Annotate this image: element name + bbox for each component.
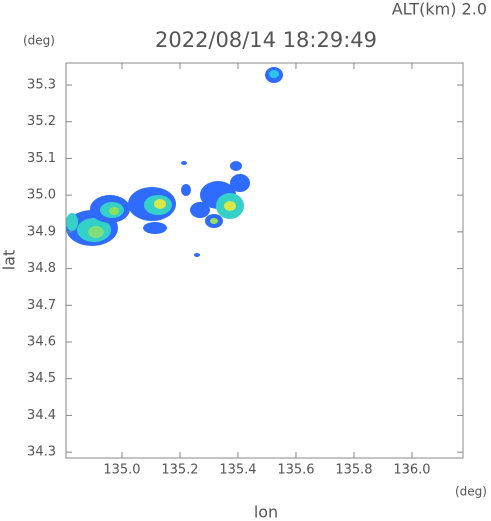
y-tick-label: 34.4 — [27, 408, 56, 423]
y-axis-label: lat — [0, 250, 19, 271]
plot-frame — [65, 62, 464, 459]
x-unit: (deg) — [455, 485, 487, 499]
radar-echoes — [66, 67, 283, 257]
altitude-label: ALT(km) 2.0 — [392, 0, 487, 19]
y-tick-label: 35.0 — [27, 188, 56, 203]
y-tick-label: 35.2 — [27, 114, 56, 129]
x-tick-label: 135.8 — [335, 463, 372, 478]
y-tick-label: 34.6 — [27, 334, 56, 349]
y-tick-label: 34.8 — [27, 261, 56, 276]
x-tick-label: 135.2 — [161, 463, 198, 478]
y-tick-label: 34.9 — [27, 224, 56, 239]
chart-title: 2022/08/14 18:29:49 — [155, 28, 377, 52]
y-tick-label: 35.1 — [27, 151, 56, 166]
x-tick-label: 136.0 — [393, 463, 430, 478]
y-tick-label: 34.3 — [27, 445, 56, 460]
x-axis-label: lon — [254, 503, 278, 521]
y-tick-label: 34.7 — [27, 298, 56, 313]
y-tick-label: 35.3 — [27, 78, 56, 93]
x-tick-label: 135.6 — [277, 463, 314, 478]
x-tick-label: 135.4 — [219, 463, 256, 478]
y-unit: (deg) — [23, 34, 55, 48]
y-tick-label: 34.5 — [27, 371, 56, 386]
x-tick-label: 135.0 — [103, 463, 140, 478]
